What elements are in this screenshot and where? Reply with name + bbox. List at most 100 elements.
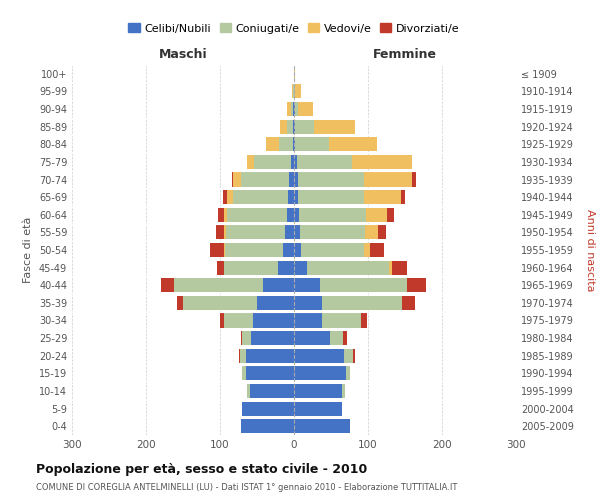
Bar [278, 260, 294, 274]
Bar [320, 278, 407, 292]
Bar [352, 155, 412, 169]
Bar [292, 84, 293, 98]
Bar [300, 226, 365, 239]
Bar [294, 208, 299, 222]
Bar [379, 226, 386, 239]
Bar [365, 226, 379, 239]
Bar [287, 208, 294, 222]
Bar [293, 102, 294, 116]
Bar [242, 331, 251, 345]
Bar [289, 172, 294, 186]
Bar [247, 155, 254, 169]
Bar [407, 278, 426, 292]
Bar [239, 348, 240, 363]
Bar [177, 296, 183, 310]
Bar [366, 208, 386, 222]
Bar [364, 172, 412, 186]
Bar [294, 296, 322, 310]
Bar [294, 278, 320, 292]
Bar [280, 120, 287, 134]
Bar [344, 348, 353, 363]
Bar [412, 172, 416, 186]
Bar [220, 314, 224, 328]
Bar [246, 348, 294, 363]
Bar [294, 190, 298, 204]
Bar [241, 419, 294, 433]
Bar [386, 208, 394, 222]
Text: Popolazione per età, sesso e stato civile - 2010: Popolazione per età, sesso e stato civil… [36, 462, 367, 475]
Bar [361, 314, 367, 328]
Bar [291, 102, 293, 116]
Bar [263, 278, 294, 292]
Bar [294, 67, 295, 81]
Bar [294, 120, 295, 134]
Bar [250, 384, 294, 398]
Bar [240, 348, 246, 363]
Bar [329, 331, 343, 345]
Bar [225, 243, 283, 257]
Bar [294, 243, 301, 257]
Bar [224, 208, 227, 222]
Bar [322, 296, 402, 310]
Bar [283, 243, 294, 257]
Text: Femmine: Femmine [373, 48, 437, 62]
Bar [346, 366, 350, 380]
Bar [253, 314, 294, 328]
Bar [294, 366, 346, 380]
Bar [294, 137, 295, 152]
Bar [294, 226, 300, 239]
Bar [295, 84, 301, 98]
Bar [294, 402, 342, 415]
Bar [298, 102, 313, 116]
Bar [294, 384, 342, 398]
Bar [364, 190, 401, 204]
Bar [287, 102, 291, 116]
Bar [314, 120, 355, 134]
Text: COMUNE DI COREGLIA ANTELMINELLI (LU) - Dati ISTAT 1° gennaio 2010 - Elaborazione: COMUNE DI COREGLIA ANTELMINELLI (LU) - D… [36, 482, 457, 492]
Bar [279, 137, 293, 152]
Bar [342, 384, 345, 398]
Bar [294, 314, 322, 328]
Bar [294, 419, 349, 433]
Text: Maschi: Maschi [158, 48, 208, 62]
Bar [223, 190, 227, 204]
Bar [343, 331, 347, 345]
Bar [293, 137, 294, 152]
Bar [241, 331, 242, 345]
Bar [226, 226, 285, 239]
Bar [216, 226, 224, 239]
Bar [224, 260, 278, 274]
Bar [294, 260, 307, 274]
Bar [224, 243, 225, 257]
Bar [295, 137, 329, 152]
Bar [242, 402, 294, 415]
Bar [233, 172, 241, 186]
Bar [294, 155, 297, 169]
Bar [288, 190, 294, 204]
Bar [329, 137, 377, 152]
Bar [294, 102, 295, 116]
Bar [307, 260, 389, 274]
Bar [224, 314, 253, 328]
Bar [322, 314, 361, 328]
Bar [227, 208, 287, 222]
Bar [247, 384, 250, 398]
Bar [298, 172, 364, 186]
Bar [298, 190, 364, 204]
Bar [287, 120, 293, 134]
Bar [246, 366, 294, 380]
Bar [402, 296, 415, 310]
Bar [299, 208, 366, 222]
Bar [294, 172, 298, 186]
Bar [266, 137, 279, 152]
Bar [218, 208, 224, 222]
Bar [241, 172, 289, 186]
Bar [232, 172, 233, 186]
Legend: Celibi/Nubili, Coniugati/e, Vedovi/e, Divorziati/e: Celibi/Nubili, Coniugati/e, Vedovi/e, Di… [124, 19, 464, 38]
Bar [251, 331, 294, 345]
Bar [257, 296, 294, 310]
Bar [291, 155, 294, 169]
Bar [294, 331, 329, 345]
Bar [401, 190, 405, 204]
Bar [293, 120, 294, 134]
